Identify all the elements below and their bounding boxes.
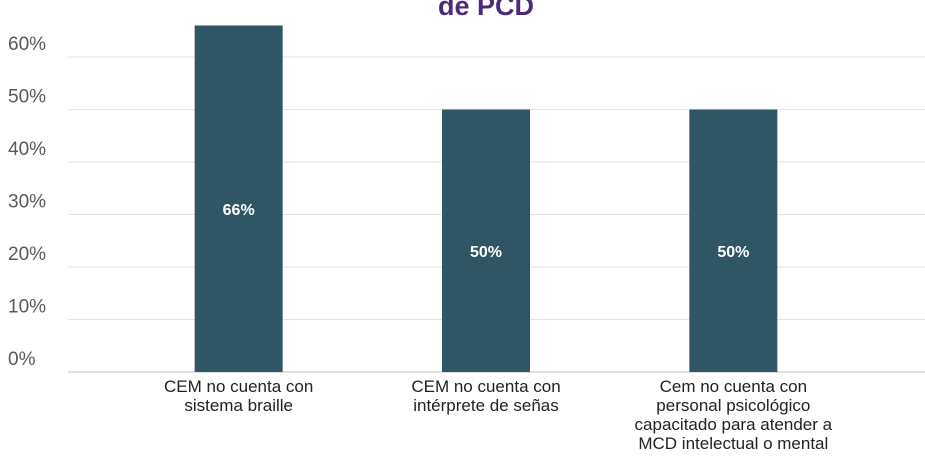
y-tick-label: 50% bbox=[8, 87, 46, 108]
bar bbox=[194, 25, 283, 372]
bar bbox=[442, 109, 530, 372]
y-tick-label: 20% bbox=[8, 244, 46, 265]
bar bbox=[689, 109, 778, 372]
chart-title: de PCD bbox=[438, 0, 534, 21]
data-label: 50% bbox=[717, 244, 749, 261]
y-tick-label: 0% bbox=[8, 349, 36, 370]
y-tick-label: 60% bbox=[8, 34, 46, 55]
data-label: 50% bbox=[470, 244, 502, 261]
y-tick-label: 10% bbox=[8, 297, 46, 318]
data-label: 66% bbox=[223, 202, 255, 219]
x-tick-label: CEM no cuenta con intérprete de señas bbox=[411, 377, 561, 415]
y-tick-label: 30% bbox=[8, 192, 46, 213]
y-tick-label: 40% bbox=[8, 139, 46, 160]
x-tick-label: CEM no cuenta con sistema braille bbox=[164, 377, 314, 415]
x-tick-label: Cem no cuenta con personal psicológico c… bbox=[634, 377, 833, 453]
